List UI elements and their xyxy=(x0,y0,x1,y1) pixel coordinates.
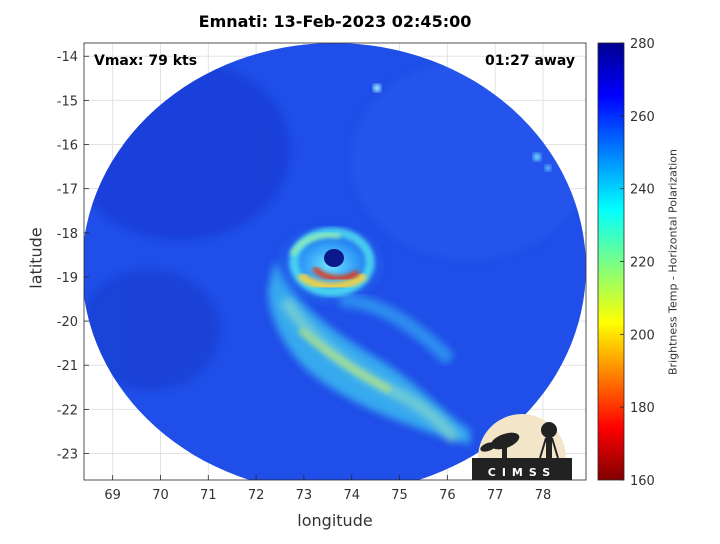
y-tick-label: -14 xyxy=(57,50,78,65)
x-tick-label: 76 xyxy=(439,488,456,503)
colorbar-tick-label: 180 xyxy=(630,401,655,416)
time-away-label: 01:27 away xyxy=(485,53,575,69)
x-tick-label: 70 xyxy=(152,488,169,503)
colorbar-ticks: 280 260 240 220 200 180 160 xyxy=(620,37,655,489)
x-tick-label: 69 xyxy=(104,488,121,503)
x-tick-label: 73 xyxy=(296,488,313,503)
colorbar-tick-label: 160 xyxy=(630,474,655,489)
y-tick-label: -20 xyxy=(57,315,78,330)
colorbar xyxy=(597,42,625,481)
colorbar-tick-label: 280 xyxy=(630,37,655,52)
y-tick-label: -22 xyxy=(57,403,78,418)
x-tick-label: 75 xyxy=(391,488,408,503)
y-tick-label: -16 xyxy=(57,139,78,154)
satellite-dish-icon xyxy=(490,432,520,450)
cimss-logo: CIMSS xyxy=(472,414,572,480)
y-tick-label: -19 xyxy=(57,271,78,286)
x-tick-label: 71 xyxy=(200,488,217,503)
colorbar-label: Brightness Temp - Horizontal Polarizatio… xyxy=(666,149,680,375)
y-tick-label: -18 xyxy=(57,227,78,242)
x-tick-label: 72 xyxy=(248,488,265,503)
axes-frame xyxy=(83,42,587,481)
colorbar-tick-label: 240 xyxy=(630,183,655,198)
storm-eye xyxy=(324,249,344,267)
microwave-scan xyxy=(84,43,586,480)
x-axis: 69 70 71 72 73 74 75 76 77 78 xyxy=(104,475,551,503)
x-tick-label: 77 xyxy=(487,488,504,503)
vmax-label: Vmax: 79 kts xyxy=(94,53,198,69)
chart-title: Emnati: 13-Feb-2023 02:45:00 xyxy=(198,12,472,31)
logo-text: CIMSS xyxy=(488,466,556,479)
y-tick-label: -17 xyxy=(57,183,78,198)
y-tick-label: -15 xyxy=(57,94,78,109)
x-axis-label: longitude xyxy=(297,511,373,530)
colorbar-tick-label: 200 xyxy=(630,328,655,343)
y-axis: -14 -15 -16 -17 -18 -19 -20 -21 -22 -23 xyxy=(57,50,89,463)
colorbar-tick-label: 220 xyxy=(630,256,655,271)
y-tick-label: -21 xyxy=(57,359,78,374)
water-tower-icon xyxy=(541,422,557,438)
y-axis-label: latitude xyxy=(26,227,46,289)
y-tick-label: -23 xyxy=(57,448,78,463)
x-tick-label: 74 xyxy=(343,488,360,503)
colorbar-tick-label: 260 xyxy=(630,110,655,125)
x-tick-label: 78 xyxy=(535,488,552,503)
